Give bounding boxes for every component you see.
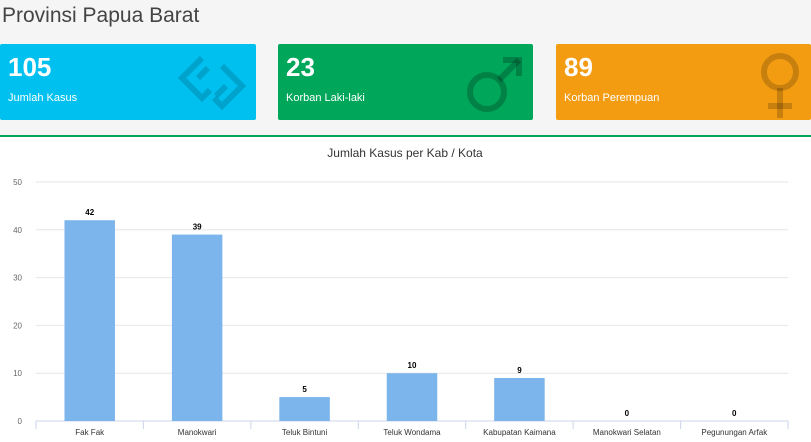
data-label: 0 <box>625 409 630 418</box>
bar[interactable] <box>279 397 330 421</box>
data-label: 9 <box>517 366 522 375</box>
y-tick-label: 20 <box>13 321 22 330</box>
x-tick-label: Kabupatan Kaimana <box>483 428 556 437</box>
chart-panel: Jumlah Kasus per Kab / Kota 0 10 20 30 40 50 … <box>0 135 811 442</box>
data-label: 0 <box>732 409 737 418</box>
y-tick-label: 0 <box>18 417 23 426</box>
female-symbol-icon <box>761 53 799 118</box>
x-tick-label: Pegunungan Arfak <box>701 428 768 437</box>
female-victims-value: 89 <box>564 52 593 82</box>
y-tick-label: 40 <box>13 226 22 235</box>
total-cases-value: 105 <box>8 52 52 82</box>
chart-title: Jumlah Kasus per Kab / Kota <box>327 146 483 160</box>
x-tick-label: Manokwari Selatan <box>593 428 661 437</box>
female-victims-box: 89 Korban Perempuan <box>556 44 811 120</box>
male-victims-value: 23 <box>286 52 315 82</box>
total-cases-label: Jumlah Kasus <box>8 92 78 104</box>
y-tick-label: 50 <box>13 178 22 187</box>
bar[interactable] <box>386 373 438 421</box>
male-victims-label: Korban Laki-laki <box>286 92 365 104</box>
total-cases-box: 105 Jumlah Kasus <box>0 44 256 120</box>
male-symbol-icon <box>467 57 522 112</box>
x-tick-label: Fak Fak <box>75 428 105 437</box>
bar[interactable] <box>494 377 545 421</box>
y-tick-label: 10 <box>13 369 22 378</box>
data-label: 42 <box>85 208 94 217</box>
x-tick-label: Teluk Bintuni <box>282 428 328 437</box>
data-label: 39 <box>193 223 202 232</box>
male-victims-box: 23 Korban Laki-laki <box>278 44 533 120</box>
link-chain-icon <box>177 55 247 111</box>
cases-bar-chart: Jumlah Kasus per Kab / Kota 01020304050 … <box>13 146 789 437</box>
x-tick-label: Manokwari <box>178 428 217 437</box>
data-label: 10 <box>408 361 417 370</box>
female-victims-label: Korban Perempuan <box>564 92 660 104</box>
bar[interactable] <box>171 234 223 421</box>
y-tick-label: 30 <box>13 274 22 283</box>
page-title: Provinsi Papua Barat <box>2 4 200 27</box>
bar[interactable] <box>64 220 115 421</box>
data-label: 5 <box>302 385 307 394</box>
x-tick-label: Teluk Wondama <box>383 428 441 437</box>
